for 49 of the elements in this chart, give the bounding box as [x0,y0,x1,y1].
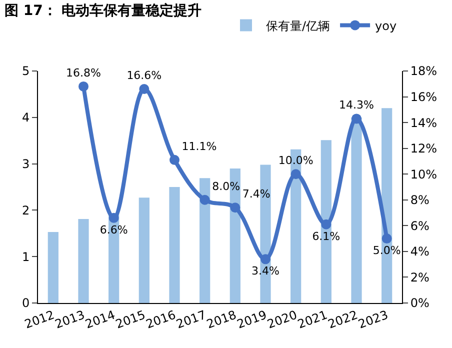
y-tick-label: 2 [22,203,30,218]
x-tick-label: 2012 [22,308,56,332]
y2-tick-label: 8% [410,193,430,208]
data-label: 8.0% [212,180,240,193]
data-label: 5.0% [372,244,401,258]
y2-tick-label: 4% [410,244,430,259]
point [139,84,150,94]
data-label: 6.6% [100,223,128,236]
bar [138,198,150,303]
bar [351,117,362,303]
data-label: 16.8% [66,66,101,80]
data-label: 11.1% [182,140,217,153]
chart-title: 图 17： 电动车保有量稳定提升 [4,2,202,20]
y-tick-label: 3 [22,157,30,171]
legend-label: yoy [375,18,397,33]
legend-label: 保有量/亿辆 [266,18,330,33]
bar [169,187,180,303]
point [108,212,119,223]
y2-tick-label: 2% [410,270,430,284]
point [170,154,180,165]
y-tick-label: 5 [22,64,30,78]
y2-tick-label: 18% [410,64,438,78]
y2-tick-label: 10% [410,167,438,182]
point [352,114,362,124]
bar [48,232,58,303]
y-tick-label: 4 [22,110,30,125]
bar [78,219,89,303]
point [230,202,240,213]
y-tick-label: 0 [22,296,30,310]
data-label: 7.4% [242,188,270,201]
data-label: 14.3% [339,98,374,112]
bar [200,178,210,303]
y2-tick-label: 12% [410,142,438,156]
point [382,234,392,244]
y2-tick-label: 0% [410,296,430,310]
data-label: 3.4% [252,264,280,278]
point [260,254,270,264]
y2-tick-label: 6% [410,218,430,233]
y-tick-label: 1 [22,250,30,264]
point [78,81,88,92]
y2-tick-label: 14% [410,116,438,130]
data-label: 10.0% [278,154,314,168]
data-label: 6.1% [312,230,340,243]
y2-tick-label: 16% [410,90,438,104]
data-label: 16.6% [126,69,162,82]
point [290,169,301,180]
point [321,219,332,230]
x-tick-label: 2023 [356,308,390,332]
point [200,194,210,205]
